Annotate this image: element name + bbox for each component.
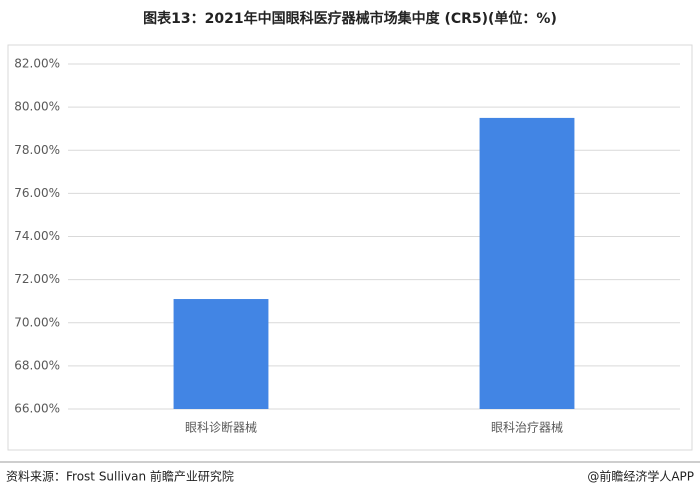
y-tick-label: 68.00%	[14, 358, 60, 372]
y-tick-label: 74.00%	[14, 229, 60, 243]
y-tick-label: 80.00%	[14, 100, 60, 114]
chart-title: 图表13：2021年中国眼科医疗器械市场集中度 (CR5)(单位：%)	[143, 10, 557, 27]
x-tick-label: 眼科治疗器械	[491, 420, 563, 435]
y-tick-label: 66.00%	[14, 402, 60, 416]
bar	[479, 117, 575, 409]
source: 资料来源：Frost Sullivan 前瞻产业研究院	[6, 469, 234, 484]
y-tick-label: 70.00%	[14, 315, 60, 329]
y-tick-label: 72.00%	[14, 272, 60, 286]
bar	[173, 299, 269, 409]
x-tick-label: 眼科诊断器械	[185, 420, 257, 435]
y-tick-label: 76.00%	[14, 186, 60, 200]
chart-frame	[7, 44, 693, 451]
y-tick-label: 78.00%	[14, 143, 60, 157]
credit: @前瞻经济学人APP	[587, 469, 694, 484]
y-tick-label: 82.00%	[14, 57, 60, 71]
